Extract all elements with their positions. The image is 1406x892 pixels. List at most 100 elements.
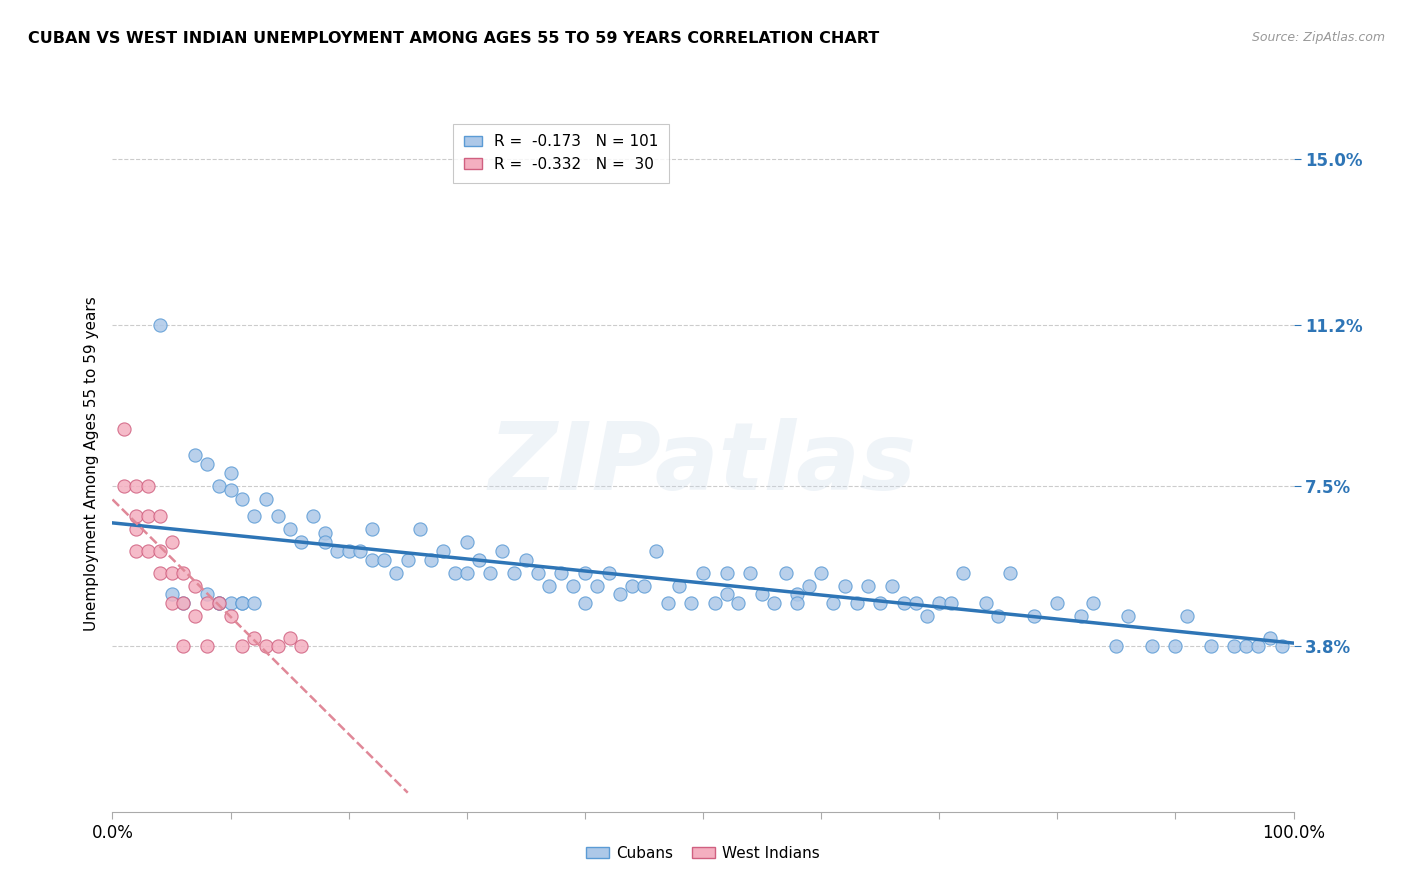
- Point: [716, 566, 738, 580]
- Point: [160, 566, 183, 580]
- Y-axis label: Unemployment Among Ages 55 to 59 years: Unemployment Among Ages 55 to 59 years: [83, 296, 98, 632]
- Point: [821, 596, 844, 610]
- Point: [149, 566, 172, 580]
- Point: [1247, 640, 1270, 654]
- Point: [267, 640, 290, 654]
- Point: [681, 596, 703, 610]
- Point: [160, 596, 183, 610]
- Point: [385, 566, 408, 580]
- Point: [373, 552, 395, 566]
- Point: [598, 566, 620, 580]
- Point: [1046, 596, 1069, 610]
- Text: CUBAN VS WEST INDIAN UNEMPLOYMENT AMONG AGES 55 TO 59 YEARS CORRELATION CHART: CUBAN VS WEST INDIAN UNEMPLOYMENT AMONG …: [28, 31, 879, 46]
- Point: [195, 587, 218, 601]
- Point: [136, 544, 159, 558]
- Point: [231, 596, 253, 610]
- Point: [219, 596, 242, 610]
- Point: [1175, 609, 1198, 624]
- Point: [834, 579, 856, 593]
- Point: [160, 535, 183, 549]
- Point: [408, 522, 430, 536]
- Point: [184, 579, 207, 593]
- Point: [762, 596, 785, 610]
- Point: [987, 609, 1010, 624]
- Point: [267, 508, 290, 523]
- Legend: Cubans, West Indians: Cubans, West Indians: [579, 839, 827, 867]
- Point: [585, 579, 607, 593]
- Point: [692, 566, 714, 580]
- Point: [775, 566, 797, 580]
- Point: [858, 579, 880, 593]
- Point: [1070, 609, 1092, 624]
- Point: [644, 544, 666, 558]
- Point: [928, 596, 950, 610]
- Point: [243, 596, 266, 610]
- Point: [1199, 640, 1222, 654]
- Point: [609, 587, 631, 601]
- Point: [456, 566, 478, 580]
- Point: [172, 566, 194, 580]
- Point: [976, 596, 998, 610]
- Point: [112, 422, 135, 436]
- Point: [208, 596, 231, 610]
- Point: [125, 478, 148, 492]
- Point: [432, 544, 454, 558]
- Point: [869, 596, 891, 610]
- Point: [326, 544, 349, 558]
- Text: ZIPatlas: ZIPatlas: [489, 417, 917, 510]
- Point: [184, 448, 207, 462]
- Point: [302, 508, 325, 523]
- Point: [574, 596, 596, 610]
- Point: [149, 544, 172, 558]
- Point: [1234, 640, 1257, 654]
- Point: [917, 609, 939, 624]
- Point: [633, 579, 655, 593]
- Point: [904, 596, 927, 610]
- Point: [727, 596, 749, 610]
- Point: [998, 566, 1021, 580]
- Point: [195, 457, 218, 471]
- Point: [314, 535, 336, 549]
- Point: [219, 483, 242, 497]
- Point: [219, 609, 242, 624]
- Point: [1116, 609, 1139, 624]
- Point: [845, 596, 868, 610]
- Point: [112, 478, 135, 492]
- Point: [1022, 609, 1045, 624]
- Point: [880, 579, 903, 593]
- Point: [893, 596, 915, 610]
- Point: [290, 535, 312, 549]
- Point: [208, 596, 231, 610]
- Point: [1258, 631, 1281, 645]
- Point: [526, 566, 548, 580]
- Point: [444, 566, 467, 580]
- Point: [278, 522, 301, 536]
- Point: [243, 631, 266, 645]
- Point: [456, 535, 478, 549]
- Point: [195, 640, 218, 654]
- Text: Source: ZipAtlas.com: Source: ZipAtlas.com: [1251, 31, 1385, 45]
- Point: [740, 566, 762, 580]
- Point: [208, 596, 231, 610]
- Point: [939, 596, 962, 610]
- Point: [349, 544, 371, 558]
- Point: [254, 491, 277, 506]
- Point: [657, 596, 679, 610]
- Point: [396, 552, 419, 566]
- Point: [125, 522, 148, 536]
- Point: [952, 566, 974, 580]
- Point: [799, 579, 821, 593]
- Point: [1140, 640, 1163, 654]
- Point: [231, 596, 253, 610]
- Point: [550, 566, 572, 580]
- Point: [491, 544, 513, 558]
- Point: [538, 579, 561, 593]
- Point: [1271, 640, 1294, 654]
- Point: [125, 508, 148, 523]
- Point: [1105, 640, 1128, 654]
- Point: [149, 508, 172, 523]
- Point: [420, 552, 443, 566]
- Point: [810, 566, 832, 580]
- Point: [361, 522, 384, 536]
- Point: [337, 544, 360, 558]
